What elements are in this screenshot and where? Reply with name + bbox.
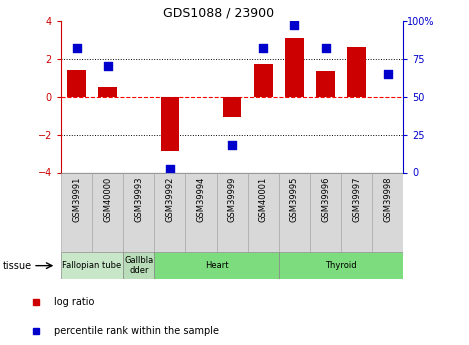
Text: 100%: 100% [407,18,435,27]
FancyBboxPatch shape [123,172,154,252]
FancyBboxPatch shape [154,252,279,279]
Text: percentile rank within the sample: percentile rank within the sample [53,326,219,336]
FancyBboxPatch shape [185,172,217,252]
Text: tissue: tissue [2,262,31,271]
Point [104,63,112,69]
FancyBboxPatch shape [61,252,123,279]
Text: GSM40001: GSM40001 [259,177,268,222]
Text: Thyroid: Thyroid [325,261,357,270]
Point [166,167,174,172]
Bar [254,65,272,97]
FancyBboxPatch shape [217,172,248,252]
Text: GSM39993: GSM39993 [134,177,144,222]
Text: GSM39995: GSM39995 [290,177,299,222]
Text: GSM39997: GSM39997 [352,177,361,222]
FancyBboxPatch shape [248,172,279,252]
Text: GSM39996: GSM39996 [321,177,330,222]
FancyBboxPatch shape [372,172,403,252]
FancyBboxPatch shape [279,172,310,252]
FancyBboxPatch shape [154,172,185,252]
Bar [348,47,366,97]
Point [259,45,267,51]
Point [228,142,236,148]
Point [291,22,298,28]
Text: GSM39998: GSM39998 [383,177,392,222]
Bar [285,38,304,97]
Text: GSM39994: GSM39994 [197,177,205,222]
Text: log ratio: log ratio [53,297,94,307]
Title: GDS1088 / 23900: GDS1088 / 23900 [163,7,274,20]
FancyBboxPatch shape [341,172,372,252]
Bar [223,97,242,117]
Bar [67,70,86,97]
FancyBboxPatch shape [310,172,341,252]
FancyBboxPatch shape [61,172,92,252]
Text: GSM39999: GSM39999 [227,177,237,222]
Bar [160,97,179,151]
Point [384,71,392,77]
Text: GSM39991: GSM39991 [72,177,81,222]
Text: Heart: Heart [205,261,228,270]
Text: GSM39992: GSM39992 [166,177,174,222]
Text: GSM40000: GSM40000 [103,177,112,222]
Text: Gallbla
dder: Gallbla dder [124,256,153,275]
Bar [98,87,117,97]
FancyBboxPatch shape [279,252,403,279]
Text: Fallopian tube: Fallopian tube [62,261,122,270]
FancyBboxPatch shape [123,252,154,279]
Point [322,45,329,51]
Point [73,45,80,51]
FancyBboxPatch shape [92,172,123,252]
Bar [316,71,335,97]
